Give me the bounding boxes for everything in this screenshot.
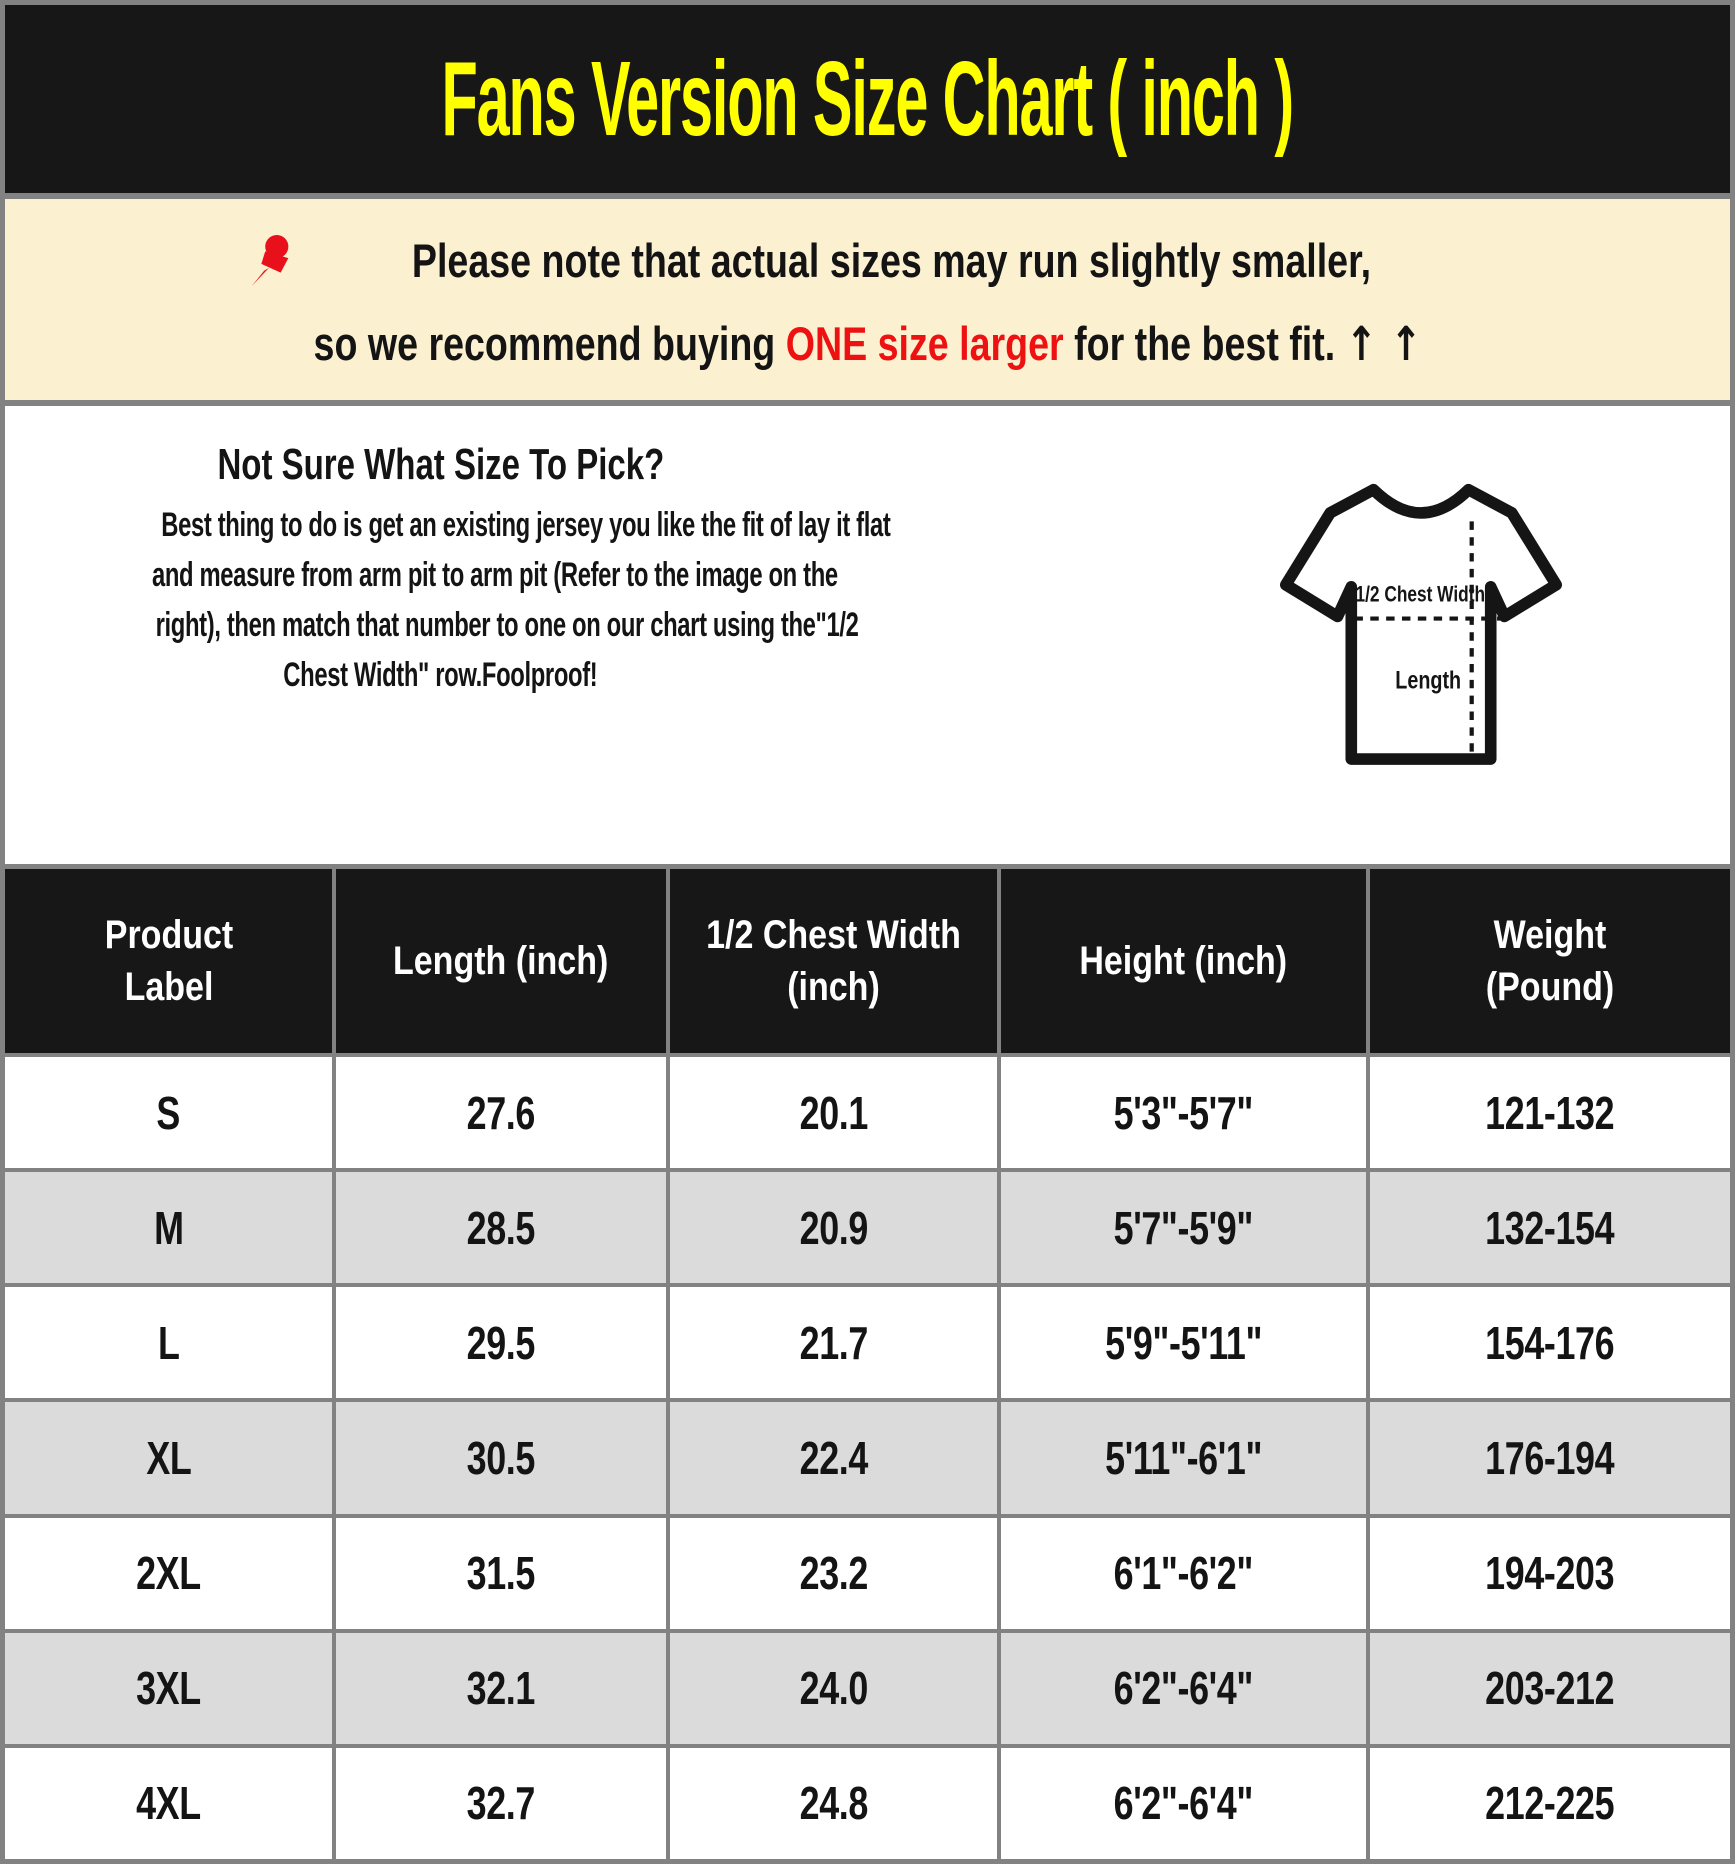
- guide-body-line: Chest Width" row.Foolproof!: [283, 656, 598, 694]
- notice-highlight: ONE size larger: [785, 316, 1064, 370]
- tshirt-measurement-diagram: 1/2 Chest Width Length: [1279, 483, 1563, 765]
- pushpin-icon: [251, 234, 289, 286]
- length-label: Length: [1395, 665, 1461, 694]
- size-cell: 27.6: [336, 1057, 666, 1169]
- notice-band: Please note that actual sizes may run sl…: [5, 199, 1730, 406]
- size-cell: 5'7"-5'9": [1001, 1172, 1366, 1284]
- size-cell: 20.1: [670, 1057, 997, 1169]
- size-table: Product Label Length (inch) 1/2 Chest Wi…: [5, 864, 1730, 1859]
- size-cell: 194-203: [1370, 1517, 1730, 1629]
- size-cell: 6'2"-6'4": [1001, 1632, 1366, 1744]
- notice-line-2: so we recommend buying ONE size larger f…: [175, 316, 1560, 372]
- guide-body: Best thing to do is get an existing jers…: [5, 500, 891, 700]
- size-cell: 6'2"-6'4": [1001, 1747, 1366, 1859]
- size-cell: 212-225: [1370, 1747, 1730, 1859]
- column-header-length: Length (inch): [336, 869, 666, 1053]
- size-cell: 176-194: [1370, 1402, 1730, 1514]
- guide-body-line: right), then match that number to one on…: [155, 606, 859, 644]
- size-cell: 5'9"-5'11": [1001, 1287, 1366, 1399]
- chest-width-label: 1/2 Chest Width: [1356, 583, 1486, 608]
- up-arrows-icon: ↑ ↑: [1345, 316, 1422, 372]
- size-row-label: XL: [5, 1402, 332, 1514]
- column-header-weight: Weight (Pound): [1370, 869, 1730, 1053]
- notice-line-1: Please note that actual sizes may run sl…: [244, 232, 1491, 290]
- guide-figure: 1/2 Chest Width Length: [876, 406, 1730, 864]
- size-row-label: M: [5, 1172, 332, 1284]
- size-row-label: S: [5, 1057, 332, 1169]
- title-band: Fans Version Size Chart ( inch ): [5, 5, 1730, 199]
- size-cell: 32.7: [336, 1747, 666, 1859]
- size-row-label: 4XL: [5, 1747, 332, 1859]
- size-cell: 32.1: [336, 1632, 666, 1744]
- size-row-label: 3XL: [5, 1632, 332, 1744]
- column-header-product-label: Product Label: [5, 869, 332, 1053]
- notice-text-1: Please note that actual sizes may run sl…: [411, 234, 1372, 287]
- guide-heading: Not Sure What Size To Pick?: [217, 440, 664, 489]
- guide-body-line: and measure from arm pit to arm pit (Ref…: [151, 556, 838, 594]
- column-header-height: Height (inch): [1001, 869, 1366, 1053]
- size-row-label: L: [5, 1287, 332, 1399]
- size-cell: 24.8: [670, 1747, 997, 1859]
- guide-body-line: Best thing to do is get an existing jers…: [161, 506, 891, 544]
- size-cell: 31.5: [336, 1517, 666, 1629]
- size-cell: 5'11"-6'1": [1001, 1402, 1366, 1514]
- size-cell: 21.7: [670, 1287, 997, 1399]
- size-cell: 20.9: [670, 1172, 997, 1284]
- guide-text-block: Not Sure What Size To Pick? Best thing t…: [5, 406, 891, 864]
- size-cell: 121-132: [1370, 1057, 1730, 1169]
- size-cell: 203-212: [1370, 1632, 1730, 1744]
- size-cell: 6'1"-6'2": [1001, 1517, 1366, 1629]
- size-cell: 22.4: [670, 1402, 997, 1514]
- column-header-chest-width: 1/2 Chest Width (inch): [670, 869, 997, 1053]
- notice-text-2: so we recommend buying ONE size larger f…: [313, 316, 1421, 372]
- size-cell: 154-176: [1370, 1287, 1730, 1399]
- page-title: Fans Version Size Chart ( inch ): [441, 39, 1295, 158]
- size-row-label: 2XL: [5, 1517, 332, 1629]
- size-cell: 29.5: [336, 1287, 666, 1399]
- size-cell: 23.2: [670, 1517, 997, 1629]
- size-cell: 5'3"-5'7": [1001, 1057, 1366, 1169]
- size-cell: 24.0: [670, 1632, 997, 1744]
- guide-band: Not Sure What Size To Pick? Best thing t…: [5, 406, 1730, 864]
- size-cell: 132-154: [1370, 1172, 1730, 1284]
- size-cell: 30.5: [336, 1402, 666, 1514]
- notice-text-2-suffix: for the best fit.: [1063, 316, 1346, 370]
- notice-text-2-prefix: so we recommend buying: [313, 316, 786, 370]
- size-cell: 28.5: [336, 1172, 666, 1284]
